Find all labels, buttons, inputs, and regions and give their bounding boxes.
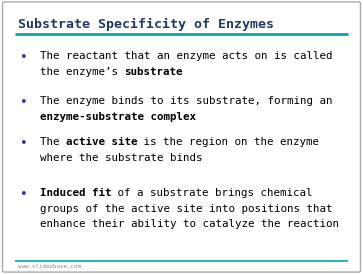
Text: The enzyme binds to its substrate, forming an: The enzyme binds to its substrate, formi…: [40, 96, 333, 106]
Text: The: The: [40, 137, 66, 147]
Text: where the substrate binds: where the substrate binds: [40, 153, 203, 163]
Text: substrate: substrate: [125, 67, 183, 76]
Text: enzyme-substrate complex: enzyme-substrate complex: [40, 112, 196, 122]
Text: active site: active site: [66, 137, 138, 147]
Text: •: •: [20, 96, 28, 109]
Text: The reactant that an enzyme acts on is called: The reactant that an enzyme acts on is c…: [40, 51, 333, 61]
Text: is the region on the enzyme: is the region on the enzyme: [138, 137, 319, 147]
Text: •: •: [20, 51, 28, 64]
Text: www.slidesbase.com: www.slidesbase.com: [18, 264, 81, 269]
FancyBboxPatch shape: [3, 2, 360, 272]
Text: •: •: [20, 188, 28, 201]
Text: Induced fit: Induced fit: [40, 188, 111, 198]
Text: •: •: [20, 137, 28, 150]
Text: the enzyme’s: the enzyme’s: [40, 67, 125, 76]
Text: enhance their ability to catalyze the reaction: enhance their ability to catalyze the re…: [40, 219, 339, 229]
Text: Substrate Specificity of Enzymes: Substrate Specificity of Enzymes: [18, 18, 274, 31]
Text: groups of the active site into positions that: groups of the active site into positions…: [40, 204, 333, 213]
Text: of a substrate brings chemical: of a substrate brings chemical: [111, 188, 313, 198]
